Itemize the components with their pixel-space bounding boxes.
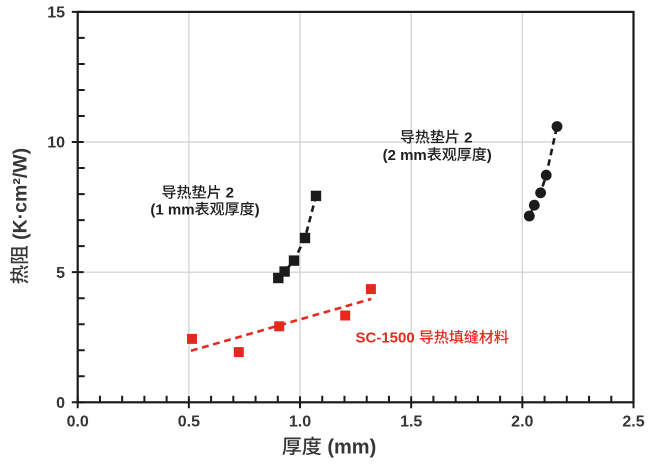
svg-text:(1 mm: (1 mm — [150, 201, 194, 218]
svg-text:10: 10 — [47, 135, 65, 152]
svg-text:): ) — [255, 201, 260, 218]
svg-text:0.5: 0.5 — [178, 414, 200, 431]
svg-text:2: 2 — [464, 129, 472, 146]
svg-text:15: 15 — [47, 5, 65, 22]
svg-text:0.0: 0.0 — [67, 414, 89, 431]
svg-text:(2 mm: (2 mm — [383, 147, 427, 164]
svg-text:1.0: 1.0 — [289, 414, 311, 431]
svg-text:1.5: 1.5 — [400, 414, 422, 431]
svg-text:2.0: 2.0 — [511, 414, 533, 431]
svg-text:SC-1500: SC-1500 — [356, 330, 415, 347]
svg-text:0: 0 — [56, 395, 65, 412]
svg-text:5: 5 — [56, 265, 65, 282]
svg-text:(mm): (mm) — [327, 437, 376, 459]
svg-text:(K·cm²/W): (K·cm²/W) — [10, 148, 32, 240]
svg-text:2.5: 2.5 — [622, 414, 644, 431]
svg-text:2: 2 — [226, 185, 234, 202]
svg-text:): ) — [487, 147, 492, 164]
